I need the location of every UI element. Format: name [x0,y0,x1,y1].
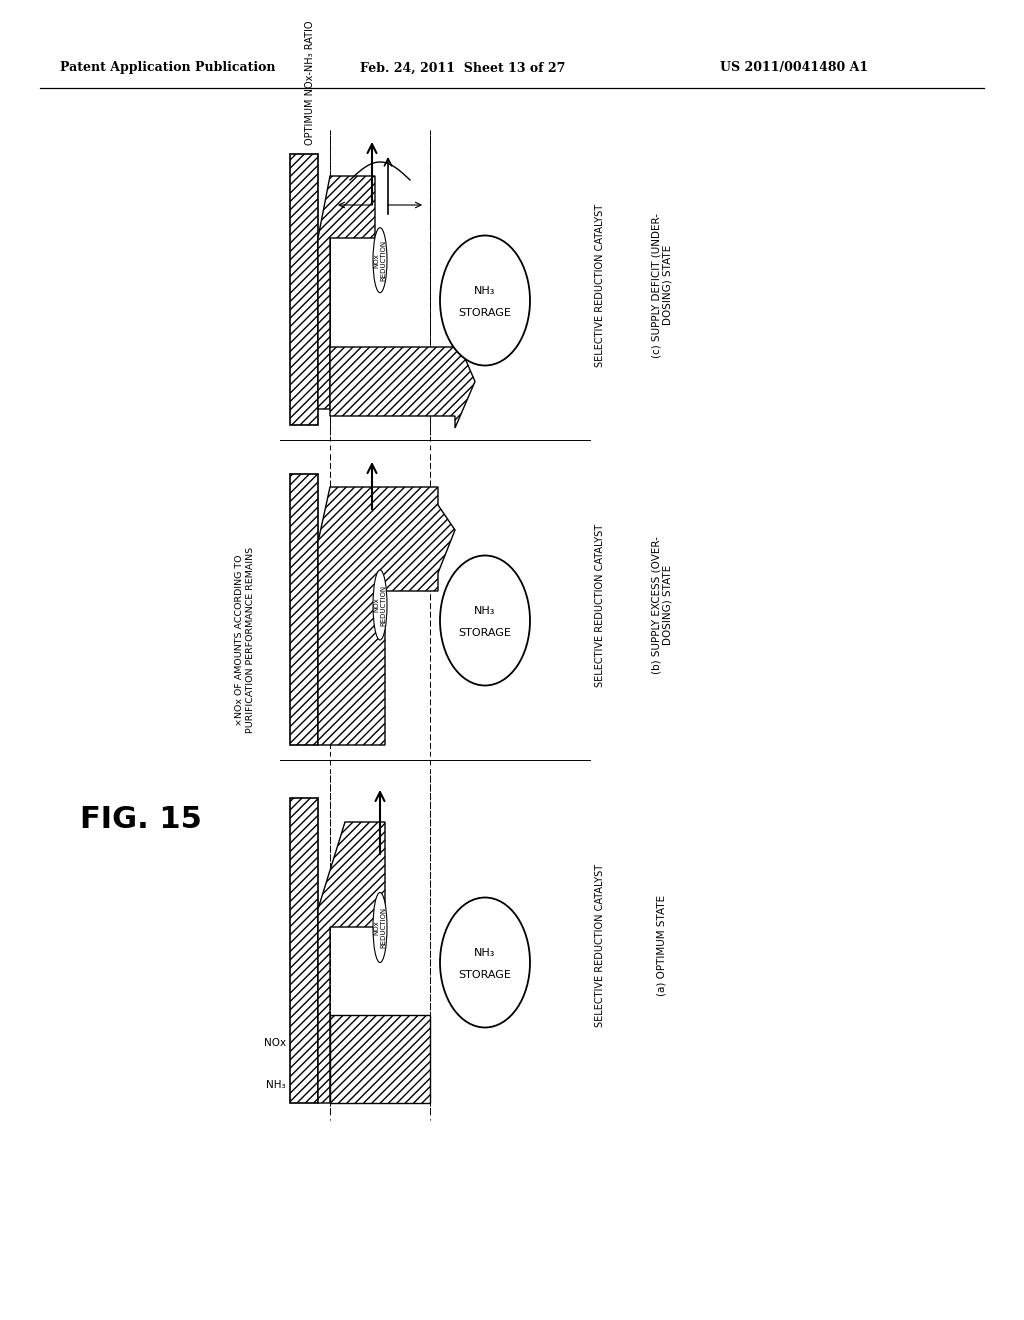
Text: Patent Application Publication: Patent Application Publication [60,62,275,74]
Text: NH₃: NH₃ [474,948,496,957]
Text: (b) SUPPLY EXCESS (OVER-
DOSING) STATE: (b) SUPPLY EXCESS (OVER- DOSING) STATE [651,536,673,675]
Polygon shape [318,822,385,1104]
Text: NH₃: NH₃ [474,606,496,615]
Bar [330,1015,430,1104]
Bar [290,474,318,744]
Text: NOx
REDUCTION: NOx REDUCTION [374,907,386,948]
Text: NOx: NOx [264,1038,286,1048]
Text: FIG. 15: FIG. 15 [80,805,202,834]
Polygon shape [330,335,475,428]
Polygon shape [318,176,375,409]
Ellipse shape [373,570,387,640]
Ellipse shape [373,892,387,962]
Text: ×NOx OF AMOUNTS ACCORDING TO
PURIFICATION PERFORMANCE REMAINS: ×NOx OF AMOUNTS ACCORDING TO PURIFICATIO… [236,546,255,733]
Text: (a) OPTIMUM STATE: (a) OPTIMUM STATE [657,895,667,995]
Ellipse shape [373,227,387,293]
Text: Feb. 24, 2011  Sheet 13 of 27: Feb. 24, 2011 Sheet 13 of 27 [360,62,565,74]
Polygon shape [318,487,455,744]
Text: STORAGE: STORAGE [459,308,511,318]
Text: SELECTIVE REDUCTION CATALYST: SELECTIVE REDUCTION CATALYST [595,203,605,367]
Bar [290,799,318,1104]
Ellipse shape [440,556,530,685]
Text: NOx
REDUCTION: NOx REDUCTION [374,585,386,626]
Text: SELECTIVE REDUCTION CATALYST: SELECTIVE REDUCTION CATALYST [595,863,605,1027]
Text: NOx
REDUCTION: NOx REDUCTION [374,240,386,281]
Text: US 2011/0041480 A1: US 2011/0041480 A1 [720,62,868,74]
Ellipse shape [440,898,530,1027]
Text: OPTIMUM NOx-NH₃ RATIO: OPTIMUM NOx-NH₃ RATIO [305,21,315,145]
Text: STORAGE: STORAGE [459,969,511,979]
Text: NH₃: NH₃ [266,1080,286,1090]
Text: NH₃: NH₃ [474,285,496,296]
Text: SELECTIVE REDUCTION CATALYST: SELECTIVE REDUCTION CATALYST [595,524,605,686]
Text: (c) SUPPLY DEFICIT (UNDER-
DOSING) STATE: (c) SUPPLY DEFICIT (UNDER- DOSING) STATE [651,213,673,358]
Text: STORAGE: STORAGE [459,627,511,638]
Bar [290,154,318,425]
Ellipse shape [440,235,530,366]
